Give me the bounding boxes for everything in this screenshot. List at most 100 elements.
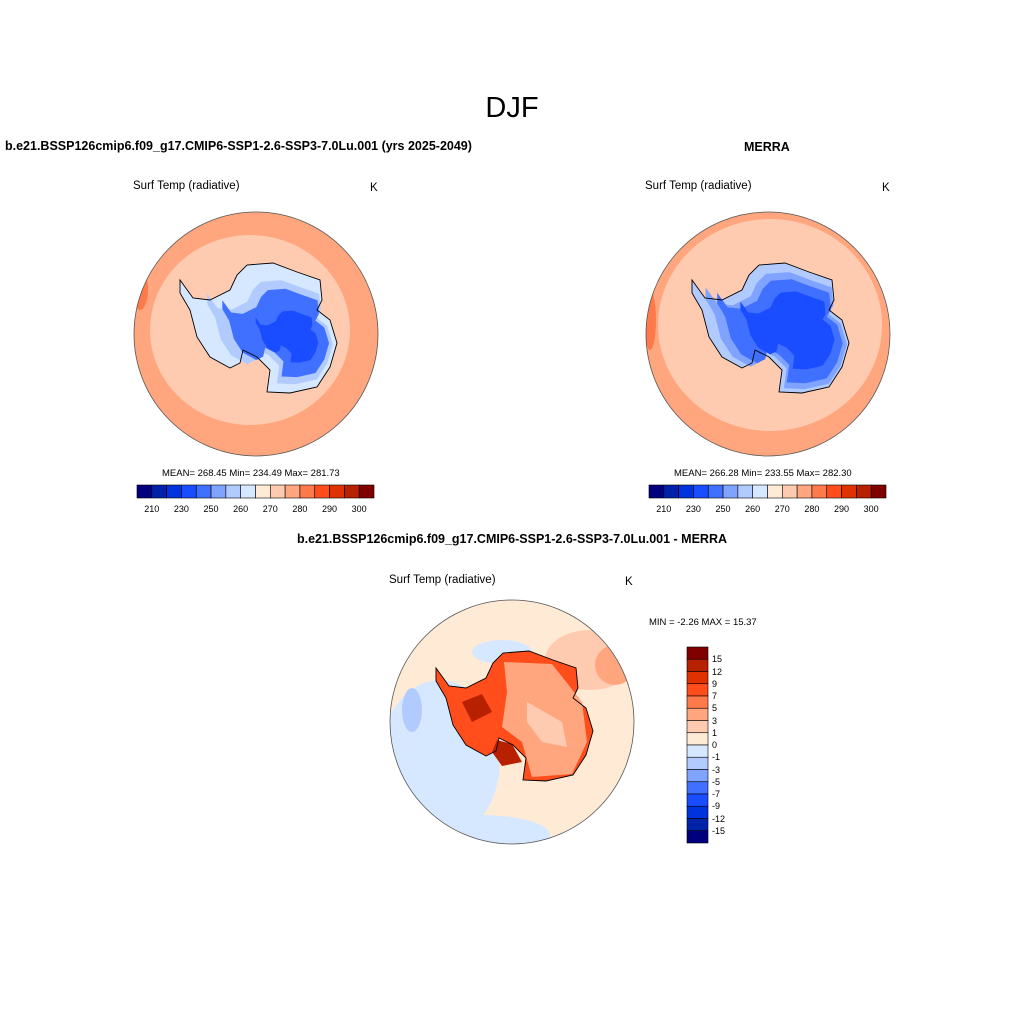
colorbar-cell [344,484,360,499]
colorbar-cell [693,484,709,499]
colorbar-cell [358,484,375,499]
colorbar-cell [270,484,286,499]
colorbar-cell [678,484,694,499]
contour-12 [462,694,492,722]
colorbar-cell [752,484,768,499]
colorbar-tick-label: 280 [292,504,308,514]
contour-280 [646,290,656,350]
colorbar-cell [314,484,330,499]
colorbar-tick-label: 270 [774,504,790,514]
colorbar-tick-label: 300 [863,504,879,514]
colorbar-tick-label: 210 [144,504,160,514]
colorbar-tick-label: 250 [715,504,731,514]
colorbar-cell [826,484,842,499]
colorbar-cell [240,484,256,499]
colorbar-cell [181,484,197,499]
colorbar-cell [841,484,857,499]
colorbar-cell [686,805,709,819]
colorbar-tick-label: 5 [712,703,718,714]
panel2-title: MERRA [744,140,790,154]
panel2-units: K [882,182,890,194]
colorbar-tick-label: 7 [712,691,718,701]
colorbar-cell [686,732,709,746]
colorbar-tick-label: 1 [712,727,718,738]
colorbar-cell [686,695,709,709]
colorbar-cell [255,484,271,499]
colorbar-cell [856,484,872,499]
colorbar-tick-label: 0 [712,740,718,750]
figure-title: DJF [485,92,539,124]
colorbar-cell [796,484,813,499]
colorbar-tick-label: 230 [173,504,189,514]
panel1-variable: Surf Temp (radiative) [133,180,240,192]
colorbar-cell [210,484,227,499]
colorbar-tick-label: 9 [712,678,718,689]
colorbar-tick-label: -9 [712,801,721,812]
panel2-stats: MEAN= 266.28 Min= 233.55 Max= 282.30 [674,468,852,479]
colorbar-cell [686,720,709,734]
colorbar-cell [284,484,301,499]
colorbar-cell [663,484,679,499]
colorbar-cell [686,781,709,795]
colorbar-cell [686,646,709,660]
colorbar-cell [686,658,709,672]
colorbar-tick-label: 15 [712,654,723,665]
panel3-map [390,600,634,844]
colorbar-cell [767,484,783,499]
colorbar-cell [686,769,709,783]
colorbar-tick-label: 250 [203,504,219,514]
colorbar-cell [686,671,709,685]
colorbar-cell [737,484,753,499]
panel2-map [646,212,890,456]
panel3-title: b.e21.BSSP126cmip6.f09_g17.CMIP6-SSP1-2.… [296,532,728,546]
colorbar-cell [136,484,153,499]
colorbar-tick-label: -12 [712,813,726,824]
colorbar-cell [870,484,887,499]
colorbar-tick-label: 230 [685,504,701,514]
panel1-stats: MEAN= 268.45 Min= 234.49 Max= 281.73 [162,468,340,479]
panel3-boundary [389,599,635,845]
colorbar-tick-label: 270 [262,504,278,514]
colorbar-cell [686,744,709,758]
colorbar-tick-label: 290 [322,504,338,514]
colorbar-tick-label: 280 [804,504,820,514]
colorbar-cell [195,484,212,499]
colorbar-tick-label: 260 [745,504,761,514]
panel1-title: b.e21.BSSP126cmip6.f09_g17.CMIP6-SSP1-2.… [5,139,472,153]
colorbar-tick-label: 290 [834,504,850,514]
panel2-boundary [645,211,891,457]
panel3-units: K [625,576,633,588]
colorbar-cell [299,484,316,499]
contour-neg3 [402,688,422,732]
colorbar-tick-label: 12 [712,666,723,677]
panel2-variable: Surf Temp (radiative) [645,180,752,192]
colorbar-cell [811,484,828,499]
colorbar-cell [151,484,167,499]
colorbar-cell [166,484,182,499]
contour-neg1 [410,815,550,844]
panel1-boundary [133,211,379,457]
contour-280 [134,270,148,310]
colorbar-tick-label: -5 [712,776,721,787]
colorbar-tick-label: 300 [351,504,367,514]
colorbar-cell [648,484,665,499]
colorbar-tick-label: -7 [712,789,721,799]
panel1-units: K [370,182,378,194]
colorbar-cell [782,484,798,499]
colorbar-cell [707,484,724,499]
colorbar-cell [329,484,345,499]
colorbar-tick-label: -15 [712,825,726,836]
panel3-variable: Surf Temp (radiative) [389,574,496,586]
contour-12 [492,740,522,766]
panel1-map [134,212,378,456]
colorbar-tick-label: 210 [656,504,672,514]
colorbar-tick-label: -3 [712,764,721,775]
contour-1 [527,702,567,747]
colorbar-cell [686,756,709,770]
contour-3 [595,645,634,685]
colorbar-tick-label: -1 [712,752,721,763]
colorbar-cell [722,484,739,499]
colorbar-cell [225,484,241,499]
